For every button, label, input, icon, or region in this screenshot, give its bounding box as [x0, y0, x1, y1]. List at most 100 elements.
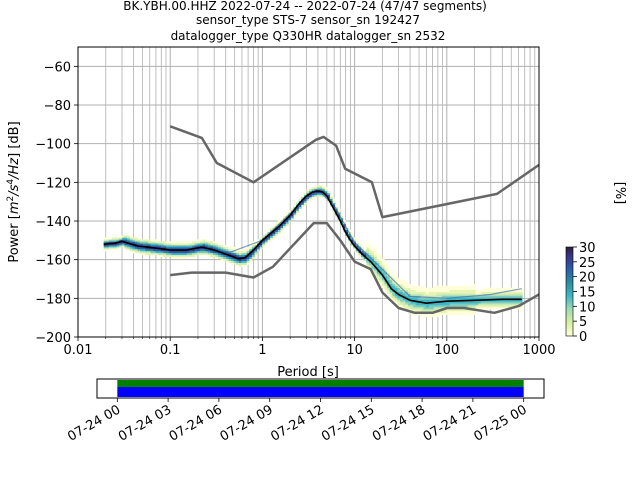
histogram-cell — [449, 291, 453, 294]
histogram-cell — [298, 202, 302, 205]
histogram-cell — [418, 307, 422, 310]
histogram-cell — [485, 297, 489, 300]
histogram-cell — [496, 303, 500, 306]
histogram-cell — [472, 287, 476, 290]
histogram-cell — [249, 245, 253, 248]
histogram-cell — [415, 289, 419, 292]
histogram-cell — [225, 247, 229, 250]
histogram-cell — [413, 291, 417, 294]
histogram-cell — [433, 289, 437, 292]
histogram-cell — [467, 303, 471, 306]
histogram-cell — [345, 229, 349, 232]
histogram-cell — [433, 305, 437, 308]
histogram-cell — [374, 258, 378, 261]
histogram-cell — [332, 198, 336, 201]
x-axis-label: Period [s] — [277, 365, 339, 380]
histogram-cell — [137, 250, 141, 254]
histogram-cell — [228, 249, 232, 252]
histogram-cell — [145, 247, 149, 250]
histogram-cell — [480, 291, 484, 294]
histogram-cell — [228, 252, 232, 256]
histogram-cell — [225, 254, 229, 258]
histogram-cell — [171, 241, 175, 244]
histogram-cell — [348, 241, 352, 244]
histogram-cell — [363, 258, 367, 261]
histogram-cell — [306, 198, 310, 201]
histogram-cell — [140, 250, 144, 254]
histogram-cell — [439, 312, 443, 316]
histogram-cell — [342, 220, 346, 223]
histogram-cell — [410, 308, 414, 312]
histogram-cell — [480, 295, 484, 298]
histogram-cell — [233, 260, 237, 263]
histogram-cell — [275, 231, 279, 234]
histogram-cell — [444, 291, 448, 294]
histogram-cell — [389, 279, 393, 283]
histogram-cell — [428, 305, 432, 308]
timeline-tick-label: 07-25 00 — [472, 402, 530, 444]
histogram-cell — [405, 283, 409, 287]
histogram-cell — [452, 287, 456, 290]
timeline-bar-data — [117, 380, 524, 387]
histogram-cell — [475, 295, 479, 298]
histogram-cell — [379, 264, 383, 267]
histogram-cell — [233, 252, 237, 256]
histogram-cell — [189, 252, 193, 256]
histogram-cell — [212, 245, 216, 248]
histogram-cell — [431, 307, 435, 310]
histogram-cell — [176, 243, 180, 246]
histogram-cell — [179, 243, 183, 246]
histogram-cell — [472, 295, 476, 298]
histogram-cell — [145, 252, 149, 256]
histogram-cell — [124, 233, 128, 236]
histogram-cell — [498, 293, 502, 296]
histogram-cell — [379, 278, 383, 281]
histogram-cell — [433, 299, 437, 302]
histogram-cell — [215, 247, 219, 250]
histogram-cell — [121, 239, 125, 242]
histogram-cell — [436, 297, 440, 300]
histogram-cell — [353, 243, 357, 246]
histogram-cell — [457, 285, 461, 288]
histogram-cell — [249, 260, 253, 263]
histogram-cell — [374, 270, 378, 273]
histogram-cell — [340, 216, 344, 219]
histogram-cell — [402, 283, 406, 287]
histogram-cell — [199, 243, 203, 246]
histogram-cell — [366, 254, 370, 258]
histogram-cell — [392, 293, 396, 296]
histogram-cell — [457, 310, 461, 314]
histogram-cell — [119, 243, 123, 246]
histogram-cell — [158, 245, 162, 248]
histogram-cell — [218, 247, 222, 250]
histogram-cell — [374, 249, 378, 252]
histogram-cell — [392, 291, 396, 294]
histogram-cell — [514, 299, 518, 302]
histogram-cell — [420, 308, 424, 312]
histogram-cell — [202, 241, 206, 244]
histogram-cell — [249, 258, 253, 261]
histogram-cell — [335, 204, 339, 207]
histogram-cell — [514, 303, 518, 306]
histogram-cell — [142, 239, 146, 242]
histogram-cell — [389, 291, 393, 294]
histogram-cell — [303, 200, 307, 203]
histogram-cell — [446, 293, 450, 296]
histogram-cell — [387, 276, 391, 279]
histogram-cell — [457, 289, 461, 292]
histogram-cell — [384, 268, 388, 271]
histogram-cell — [384, 266, 388, 269]
histogram-cell — [327, 191, 331, 194]
histogram-cell — [420, 305, 424, 308]
histogram-cell — [472, 303, 476, 306]
histogram-cell — [394, 279, 398, 283]
histogram-cell — [446, 303, 450, 306]
histogram-cell — [384, 264, 388, 267]
histogram-cell — [246, 247, 250, 250]
histogram-cell — [212, 247, 216, 250]
histogram-cell — [426, 305, 430, 308]
histogram-cell — [509, 305, 513, 308]
histogram-cell — [472, 312, 476, 316]
histogram-cell — [470, 305, 474, 308]
